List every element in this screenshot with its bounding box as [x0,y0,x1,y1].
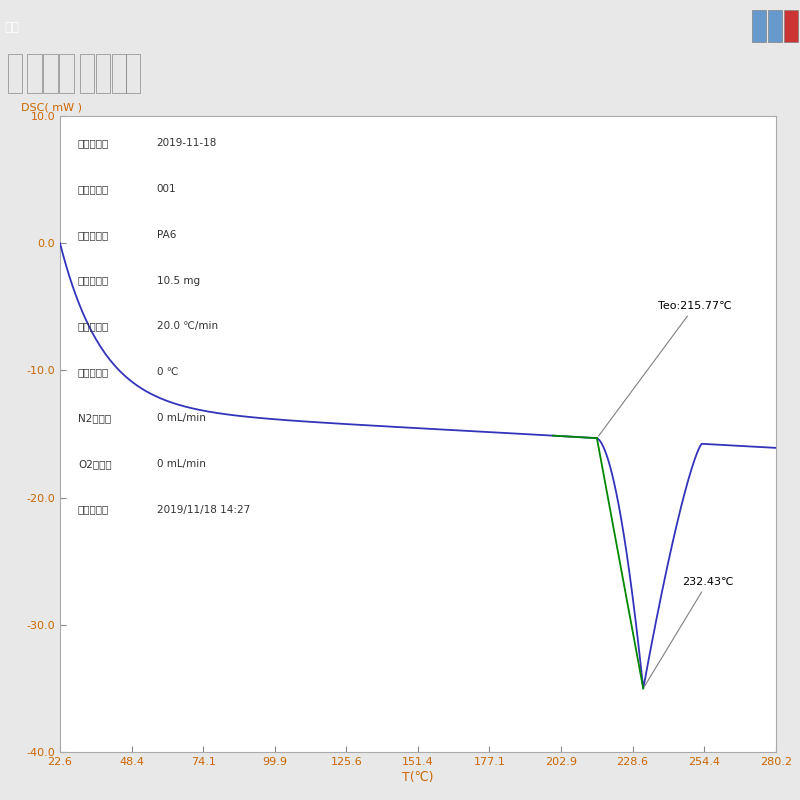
Bar [112,54,126,93]
Text: 0 ℃: 0 ℃ [157,367,178,378]
Text: 2019-11-18: 2019-11-18 [157,138,217,148]
Text: 恒温温度：: 恒温温度： [78,367,109,378]
Bar [768,10,782,42]
X-axis label: T(℃): T(℃) [402,771,434,784]
Text: 20.0 ℃/min: 20.0 ℃/min [157,322,218,331]
Bar [126,54,140,93]
Text: 2019/11/18 14:27: 2019/11/18 14:27 [157,505,250,514]
Text: N2流量：: N2流量： [78,413,111,423]
Text: 操作人员：: 操作人员： [78,184,109,194]
Text: 样品重量：: 样品重量： [78,276,109,286]
Bar [43,54,58,93]
Bar [8,54,22,93]
Text: 001: 001 [157,184,176,194]
Text: O2流量：: O2流量： [78,459,111,469]
Bar [96,54,110,93]
Text: 样品名称：: 样品名称： [78,230,109,240]
Text: Teo:215.77℃: Teo:215.77℃ [598,301,732,436]
Bar [752,10,766,42]
Text: 232.43℃: 232.43℃ [645,577,734,686]
Text: 实验时间：: 实验时间： [78,505,109,514]
Bar [27,54,42,93]
Text: 0 mL/min: 0 mL/min [157,413,206,423]
Text: 升温速率：: 升温速率： [78,322,109,331]
Text: 文件名称：: 文件名称： [78,138,109,148]
Bar [80,54,94,93]
Bar [59,54,74,93]
Text: PA6: PA6 [157,230,176,240]
Text: DSC( mW ): DSC( mW ) [21,103,82,113]
Bar [784,10,798,42]
Text: 处理: 处理 [4,21,19,34]
Text: 10.5 mg: 10.5 mg [157,276,200,286]
Text: 0 mL/min: 0 mL/min [157,459,206,469]
